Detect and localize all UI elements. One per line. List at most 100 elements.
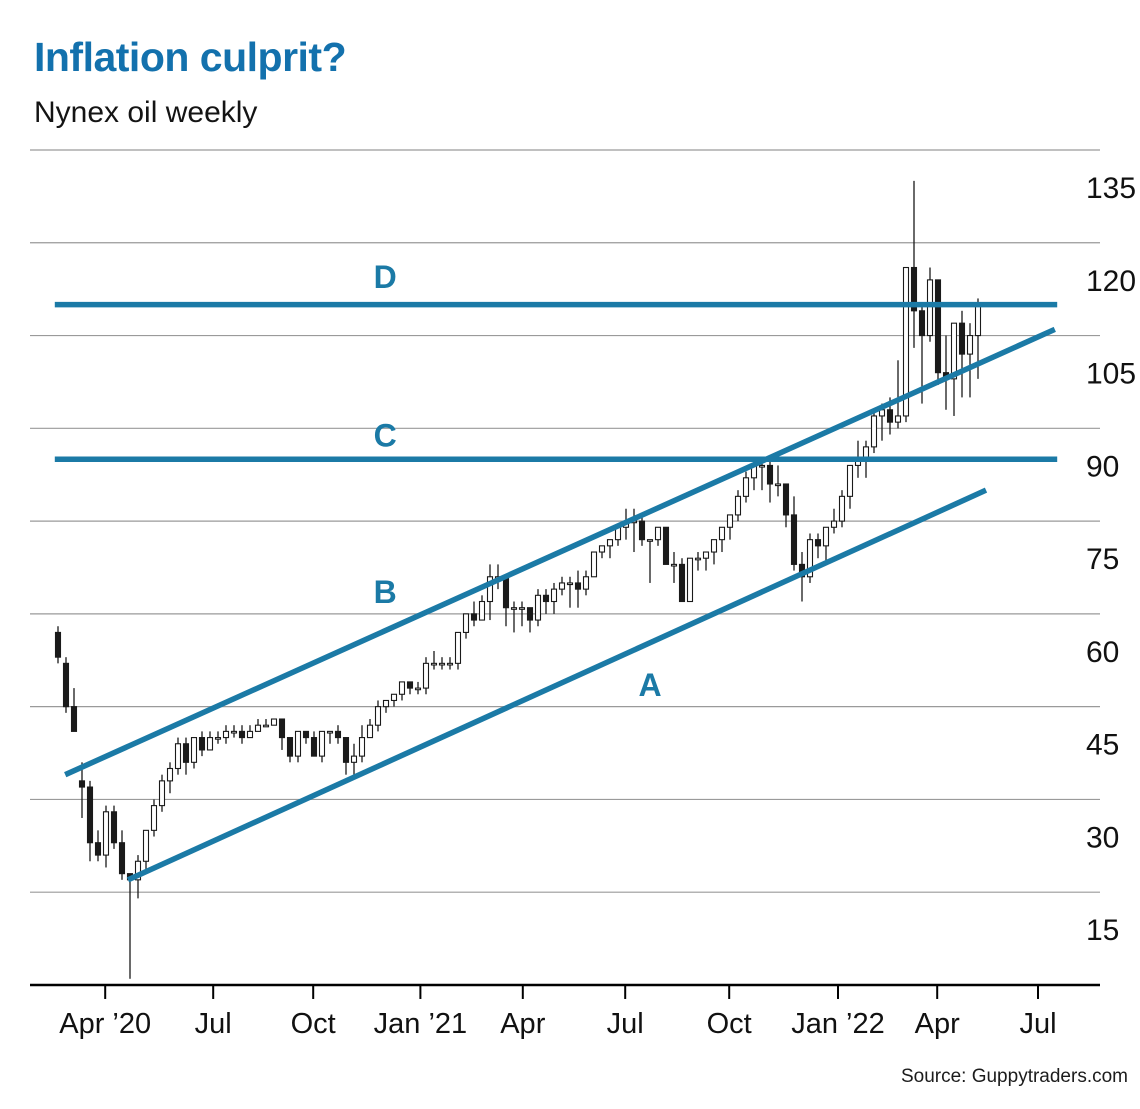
candle-body (678, 563, 686, 603)
candle-body (694, 557, 702, 561)
candle-body (598, 545, 606, 553)
x-axis-label: Apr (500, 1008, 545, 1040)
candle-body (790, 514, 798, 565)
candle-body (478, 600, 486, 621)
candle-body (902, 266, 910, 417)
candle-body (742, 477, 750, 497)
candle-body (358, 737, 366, 757)
y-axis-label: 75 (1086, 543, 1119, 576)
candle-body (558, 582, 566, 590)
candle-body (782, 483, 790, 516)
candle-body (654, 526, 662, 541)
candle-body (822, 526, 830, 547)
candle-body (430, 662, 438, 666)
candle-body (582, 576, 590, 590)
candle-body (966, 334, 974, 355)
trendline-A (126, 487, 988, 883)
candle-body (110, 811, 118, 844)
candle-body (390, 693, 398, 702)
candle-body (638, 520, 646, 541)
candle-body (62, 662, 70, 708)
candle-body (294, 730, 302, 757)
candle-body (518, 607, 526, 610)
candle-body (462, 613, 470, 633)
candle-body (934, 279, 942, 374)
y-axis-label: 30 (1086, 821, 1119, 854)
candle-body (398, 681, 406, 695)
y-axis-label: 105 (1086, 358, 1136, 391)
candle-body (910, 266, 918, 312)
candle-body (550, 588, 558, 603)
x-axis-label: Jan ’21 (374, 1008, 468, 1040)
candle-body (454, 631, 462, 664)
source-credit: Source: Guppytraders.com (900, 1066, 1128, 1087)
candle-body (150, 805, 158, 831)
candle-body (894, 415, 902, 423)
candle-body (94, 842, 102, 856)
candle-body (702, 551, 710, 559)
candle-body (814, 539, 822, 547)
candle-body (446, 662, 454, 666)
candle-body (342, 737, 350, 763)
candle-body (846, 464, 854, 497)
x-axis-label: Oct (291, 1008, 336, 1040)
candle-body (486, 576, 494, 603)
candle-body (886, 409, 894, 423)
y-axis-label: 45 (1086, 729, 1119, 762)
candle-body (414, 687, 422, 691)
candle-body (86, 786, 94, 844)
candle-body (142, 829, 150, 862)
candle-body (78, 780, 86, 788)
candle-body (646, 539, 654, 542)
candle-body (374, 706, 382, 726)
x-axis: Apr ’20 Jul Oct Jan ’21 Apr Jul Oct Jan ’22 Apr J… (30, 983, 1100, 1040)
candle-body (710, 539, 718, 553)
candle-body (238, 730, 246, 739)
candle-body (830, 520, 838, 528)
candle-body (758, 464, 766, 468)
candle-body (806, 539, 814, 578)
gridlines (30, 149, 1100, 893)
candle-body (422, 662, 430, 689)
candle-body (686, 557, 694, 603)
trendlines: A B C D (54, 259, 1058, 883)
y-axis-label: 90 (1086, 450, 1119, 483)
candle-body (230, 730, 238, 734)
candle-body (190, 737, 198, 763)
candle-body (670, 563, 678, 567)
candle-body (918, 310, 926, 337)
candle-body (926, 279, 934, 337)
candle-body (102, 811, 110, 856)
candle-body (270, 718, 278, 726)
candle-body (158, 780, 166, 807)
candle-body (286, 737, 294, 757)
candle-body (334, 730, 342, 739)
x-axis-label: Jul (1019, 1008, 1056, 1040)
candle-body (118, 842, 126, 875)
trendline-label-B: B (374, 574, 397, 610)
candle-body (870, 415, 878, 448)
y-axis: 135 120 105 90 75 60 45 30 15 (1086, 172, 1136, 947)
candle-body (246, 730, 254, 739)
chart-title: Inflation culprit? (34, 34, 347, 80)
y-axis-label: 135 (1086, 172, 1136, 205)
candle-body (606, 539, 614, 547)
y-axis-label: 60 (1086, 636, 1119, 669)
y-axis-label: 15 (1086, 914, 1119, 947)
candle-body (166, 767, 174, 782)
candle-body (206, 737, 214, 751)
candle-body (662, 526, 670, 565)
candle-body (134, 860, 142, 881)
candle-body (974, 304, 982, 337)
candle-body (70, 706, 78, 732)
candle-body (318, 730, 326, 757)
candle-body (214, 737, 222, 740)
candle-body (366, 724, 374, 739)
candle-body (958, 322, 966, 355)
candle-body (262, 724, 270, 728)
candle-body (726, 514, 734, 528)
candle-body (278, 718, 286, 739)
candle-body (502, 576, 510, 609)
